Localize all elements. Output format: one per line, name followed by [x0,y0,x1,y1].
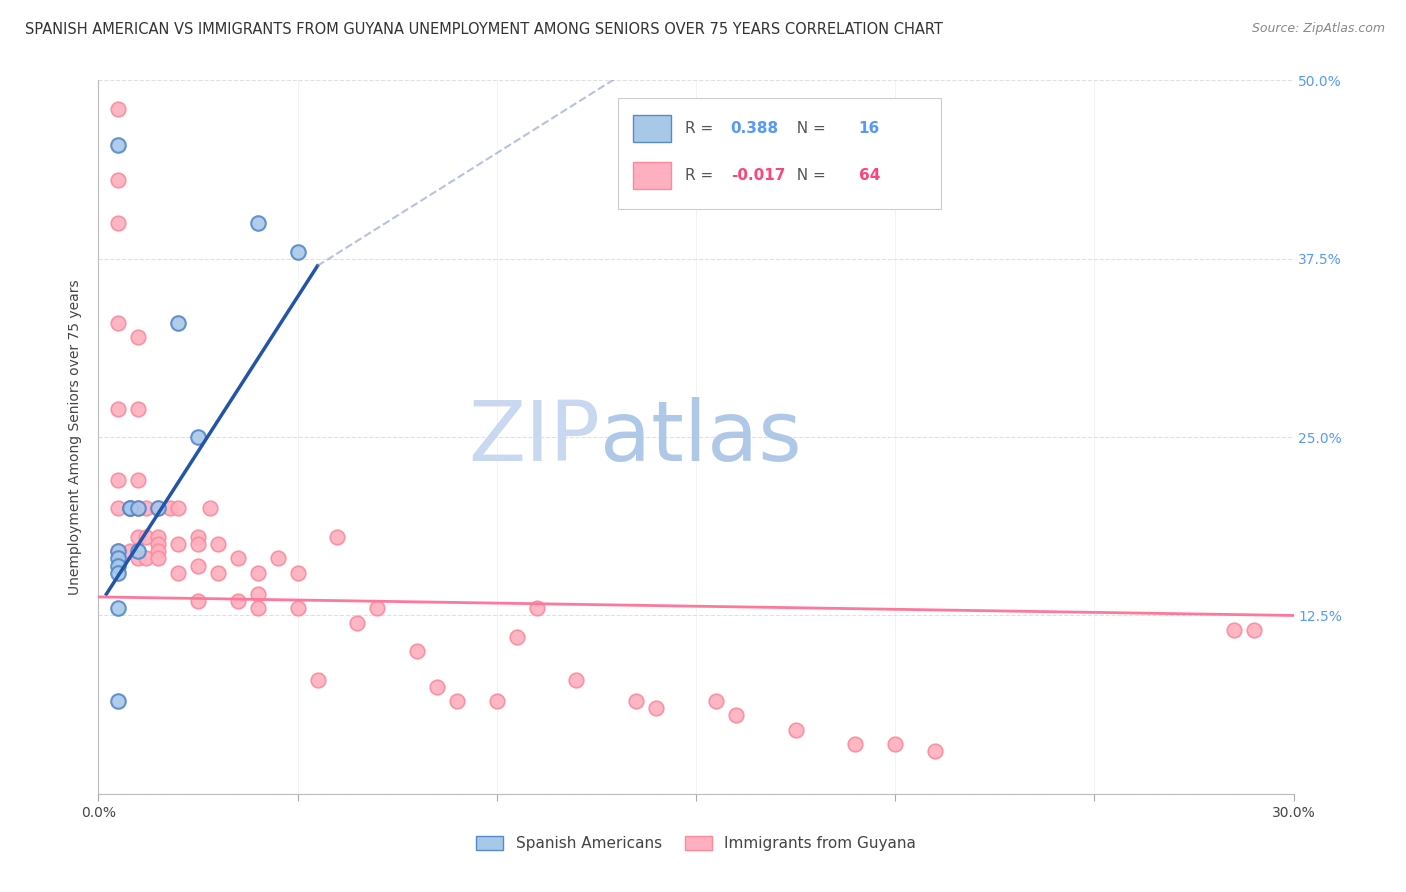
Point [645,701,668,715]
Point [526,601,548,615]
Point [366,601,388,615]
Point [924,744,946,758]
Point [107,216,129,230]
Point [107,316,129,330]
Text: 0.388: 0.388 [731,120,779,136]
Point [704,694,727,708]
Text: 64: 64 [859,168,880,183]
Point [148,537,170,551]
Point [127,544,149,558]
Point [135,551,157,566]
Legend: Spanish Americans, Immigrants from Guyana: Spanish Americans, Immigrants from Guyan… [470,830,922,857]
Point [1223,623,1246,637]
Point [127,501,149,516]
Text: ZIP: ZIP [468,397,600,477]
Point [107,401,129,416]
Point [187,558,209,573]
Point [148,501,170,516]
Point [1243,623,1265,637]
Point [626,694,648,708]
Point [884,737,907,751]
Point [120,501,142,516]
Point [287,601,309,615]
Point [844,737,866,751]
Point [135,501,157,516]
Point [107,102,129,116]
Text: R =: R = [685,120,718,136]
Point [127,473,149,487]
Point [307,673,329,687]
Text: 16: 16 [859,120,880,136]
Point [148,551,170,566]
Point [135,530,157,544]
Point [246,587,269,601]
Point [107,601,129,615]
Point [226,594,249,608]
Point [120,501,142,516]
Point [107,137,129,152]
Point [187,594,209,608]
Point [485,694,508,708]
Point [107,544,129,558]
Point [167,501,190,516]
Text: SPANISH AMERICAN VS IMMIGRANTS FROM GUYANA UNEMPLOYMENT AMONG SENIORS OVER 75 YE: SPANISH AMERICAN VS IMMIGRANTS FROM GUYA… [25,22,943,37]
Bar [633,161,671,189]
Point [148,501,170,516]
Point [167,537,190,551]
Y-axis label: Unemployment Among Seniors over 75 years: Unemployment Among Seniors over 75 years [69,279,83,595]
Point [506,630,529,644]
Point [246,601,269,615]
Text: N =: N = [787,168,831,183]
Point [107,473,129,487]
Point [148,544,170,558]
Point [120,544,142,558]
Point [267,551,290,566]
Point [326,530,349,544]
Point [785,723,807,737]
Bar [633,114,671,142]
Point [226,551,249,566]
Point [724,708,747,723]
Point [565,673,588,687]
Text: R =: R = [685,168,718,183]
Point [159,501,181,516]
Point [127,551,149,566]
Point [187,430,209,444]
Point [187,530,209,544]
Text: N =: N = [787,120,831,136]
Point [107,544,129,558]
Point [107,694,129,708]
Point [446,694,468,708]
Point [107,566,129,580]
Point [148,530,170,544]
Point [107,558,129,573]
Point [187,537,209,551]
Point [207,566,229,580]
Point [346,615,368,630]
Point [120,501,142,516]
FancyBboxPatch shape [619,98,941,209]
Point [107,501,129,516]
Point [426,680,449,694]
Point [107,173,129,187]
Point [107,551,129,566]
Text: Source: ZipAtlas.com: Source: ZipAtlas.com [1251,22,1385,36]
Point [246,566,269,580]
Text: atlas: atlas [600,397,801,477]
Point [167,566,190,580]
Point [127,501,149,516]
Point [127,530,149,544]
Text: -0.017: -0.017 [731,168,785,183]
Point [167,316,190,330]
Point [198,501,221,516]
Point [207,537,229,551]
Point [127,401,149,416]
Point [246,216,269,230]
Point [127,330,149,344]
Point [287,566,309,580]
Point [287,244,309,259]
Point [406,644,429,658]
